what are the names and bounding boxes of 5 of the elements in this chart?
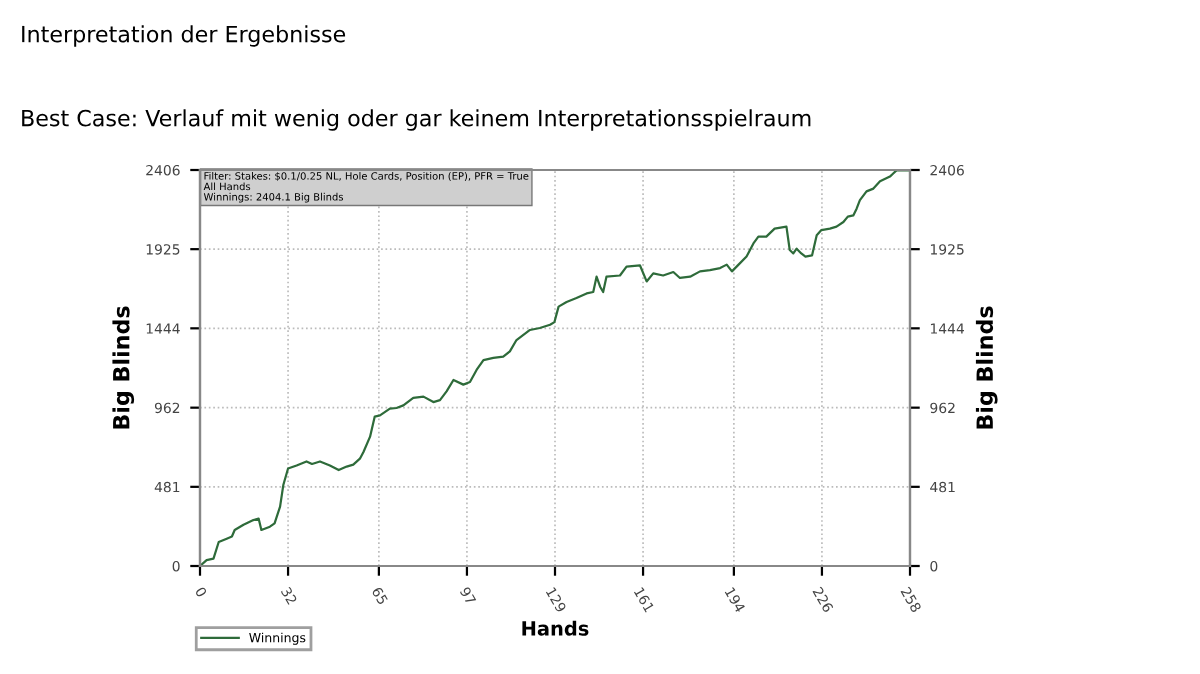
y2-axis-title: Big Blinds (975, 306, 998, 429)
y-axis-title: Big Blinds (112, 306, 135, 429)
x-axis-title: Hands (522, 620, 589, 636)
chart-subtitle: Best Case: Verlauf mit wenig oder gar keinem Interpretationsspielraum (22, 109, 811, 131)
chart-title: Interpretation der Ergebnisse (22, 25, 346, 47)
